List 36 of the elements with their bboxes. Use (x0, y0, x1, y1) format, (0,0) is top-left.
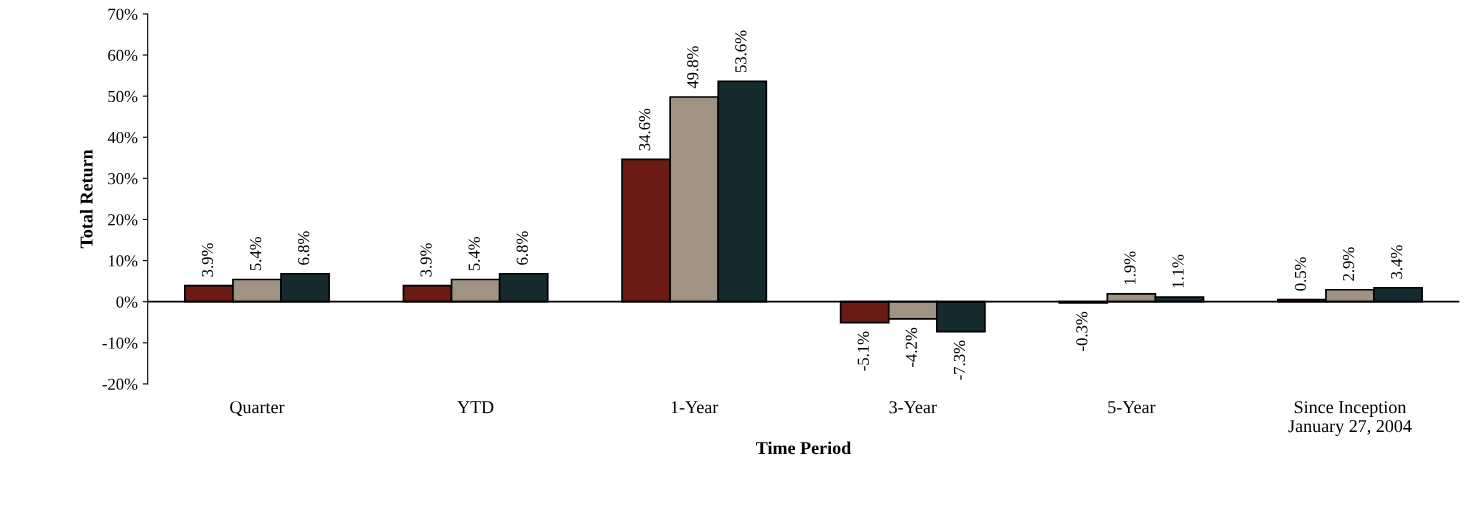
x-tick-label: 3-Year (889, 401, 937, 414)
data-label: 6.8% (516, 231, 528, 265)
data-label: 3.4% (1390, 245, 1403, 279)
x-tick-label: 5-Year (1108, 401, 1156, 414)
data-label: -4.2% (905, 327, 918, 367)
x-tick-label: Since Inception January 27, 2004 (1288, 401, 1412, 436)
data-label: 49.8% (687, 46, 699, 89)
x-axis-title: Time Period (756, 441, 852, 455)
y-tick-label: -20% (102, 378, 138, 390)
y-tick-label: -10% (102, 337, 138, 349)
data-label: 5.4% (249, 237, 262, 271)
data-label: 0.5% (1294, 257, 1307, 291)
y-tick-label: 50% (108, 90, 138, 103)
data-label: 34.6% (639, 108, 651, 151)
data-label: 5.4% (468, 237, 480, 271)
data-label: 6.8% (298, 231, 310, 265)
y-tick-label: 40% (107, 131, 138, 144)
data-label: -0.3% (1076, 311, 1088, 351)
data-label: 2.9% (1342, 247, 1355, 281)
y-tick-label: 70% (108, 8, 138, 20)
y-tick-label: 30% (108, 173, 138, 185)
data-label: -7.3% (953, 340, 966, 380)
y-tick-label: 10% (108, 255, 138, 267)
x-tick-label: 1-Year (671, 401, 719, 414)
data-label: 1.1% (1172, 254, 1184, 288)
data-label: 3.9% (201, 243, 214, 277)
data-label: 53.6% (735, 30, 747, 73)
data-label: 3.9% (420, 243, 432, 277)
y-tick-label: 60% (108, 49, 138, 62)
y-tick-label: 0% (116, 296, 138, 308)
x-tick-label: Quarter (230, 401, 285, 417)
data-label: 1.9% (1124, 251, 1136, 285)
data-label: -5.1% (857, 331, 869, 371)
y-tick-label: 20% (108, 214, 138, 226)
x-tick-label: YTD (457, 401, 494, 414)
y-axis-title: Total Return (79, 149, 93, 249)
